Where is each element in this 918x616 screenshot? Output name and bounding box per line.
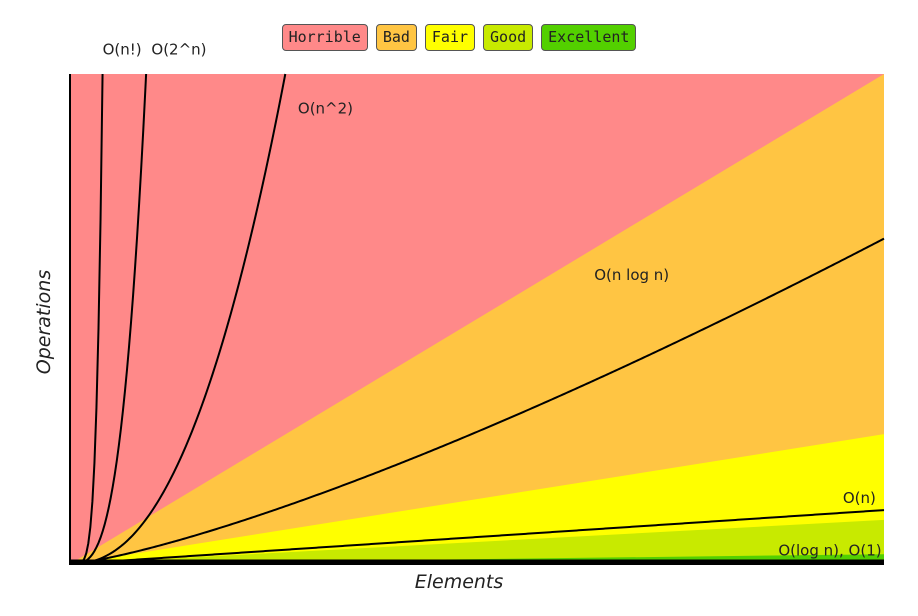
series-label-o-n-2: O(n^2) [298,99,353,117]
series-label-o-log-n-o-1: O(log n), O(1) [778,541,881,559]
series-line-o-n-2 [69,73,287,565]
series-line-o-2-n [70,73,148,565]
region-good [70,519,884,564]
y-axis-title: Operations [33,269,55,375]
legend-excellent: Excellent [541,24,637,51]
series-label-o-n-log-n: O(n log n) [594,266,669,284]
series-line-o-n [69,509,885,565]
region-horrible [70,74,884,564]
region-fair [70,434,884,564]
series-line-o-n-log-n [69,237,885,565]
region-excellent [70,554,884,564]
legend-good: Good [483,24,534,51]
series-label-o-n: O(n) [843,489,876,507]
region-bad [70,74,884,564]
x-axis-title: Elements [414,571,504,593]
legend-fair: Fair [424,24,476,51]
series-line-o-n [70,73,104,565]
legend-bad: Bad [375,24,417,51]
legend-horrible: Horrible [281,24,368,51]
chart-legend: Horrible Bad Fair Good Excellent [0,24,918,54]
